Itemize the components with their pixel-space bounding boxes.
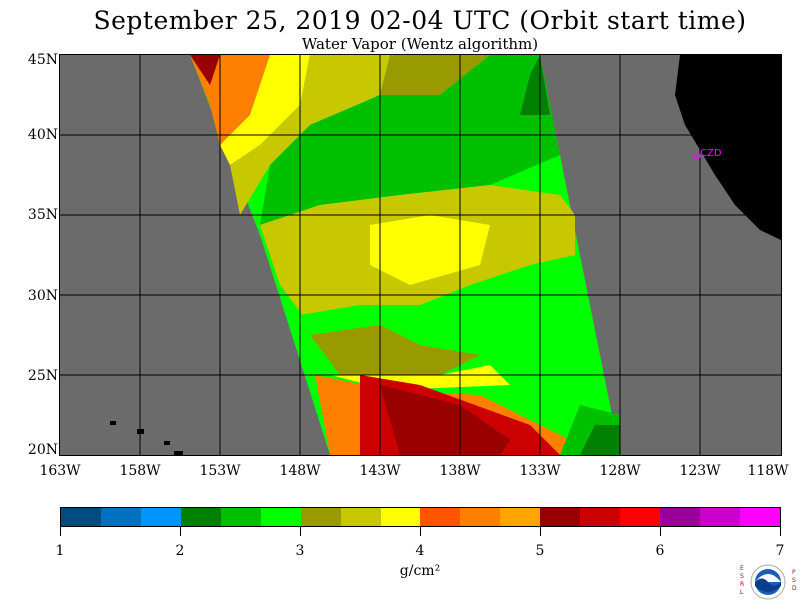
lon-label-143w: 143W bbox=[359, 463, 401, 479]
colorbar bbox=[60, 507, 781, 527]
lon-label-118w: 118W bbox=[747, 463, 789, 479]
colorbar-segment bbox=[180, 508, 221, 526]
lon-label-148w: 148W bbox=[279, 463, 321, 479]
swath-band-nw-yellow bbox=[220, 55, 310, 165]
colorbar-segment bbox=[380, 508, 421, 526]
colorbar-unit: g/cm² bbox=[399, 563, 441, 579]
city-label-czd: CZD bbox=[700, 148, 722, 159]
svg-text:E: E bbox=[740, 565, 744, 572]
colorbar-segment bbox=[660, 508, 700, 526]
svg-text:P: P bbox=[792, 569, 796, 576]
colorbar-segment bbox=[300, 508, 341, 526]
lat-label-30n: 30N bbox=[27, 288, 58, 304]
lon-label-163w: 163W bbox=[39, 463, 81, 479]
swath-band-nw-darkred bbox=[190, 55, 220, 85]
colorbar-tick bbox=[780, 526, 781, 536]
graticule bbox=[60, 55, 781, 455]
svg-text:R: R bbox=[740, 581, 744, 588]
colorbar-label-4: 4 bbox=[415, 543, 425, 559]
city-marker-czd bbox=[693, 152, 701, 160]
colorbar-segment bbox=[260, 508, 301, 526]
land-california bbox=[675, 55, 781, 240]
colorbar-segment bbox=[620, 508, 661, 526]
colorbar-segment bbox=[340, 508, 381, 526]
colorbar-label-6: 6 bbox=[655, 543, 665, 559]
colorbar-label-1: 1 bbox=[55, 543, 65, 559]
colorbar-label-3: 3 bbox=[295, 543, 305, 559]
map-subtitle: Water Vapor (Wentz algorithm) bbox=[301, 35, 539, 53]
colorbar-label-7: 7 bbox=[775, 543, 785, 559]
map-title: September 25, 2019 02-04 UTC (Orbit star… bbox=[93, 6, 747, 35]
noaa-logo: E S R L P S D bbox=[738, 560, 798, 600]
colorbar-tick bbox=[60, 526, 61, 536]
lon-label-128w: 128W bbox=[599, 463, 641, 479]
colorbar-tick bbox=[180, 526, 181, 536]
noaa-logo-graphic: E S R L P S D bbox=[740, 564, 797, 600]
lon-label-153w: 153W bbox=[199, 463, 241, 479]
swath-band-olive-s bbox=[310, 325, 480, 375]
colorbar-segment bbox=[739, 508, 780, 526]
colorbar-segment bbox=[700, 508, 740, 526]
swath-band-n-olive bbox=[380, 55, 490, 95]
swath-band-green bbox=[260, 55, 560, 225]
land-maui bbox=[164, 441, 170, 445]
lat-label-40n: 40N bbox=[27, 127, 58, 143]
lat-label-25n: 25N bbox=[27, 368, 58, 384]
lon-label-138w: 138W bbox=[439, 463, 481, 479]
swath-band-dark-green-ne bbox=[520, 55, 550, 115]
swath-band-dark-green-se bbox=[580, 425, 620, 455]
colorbar-tick bbox=[660, 526, 661, 536]
lat-label-35n: 35N bbox=[27, 207, 58, 223]
colorbar-segment bbox=[540, 508, 581, 526]
colorbar-segment bbox=[61, 508, 101, 526]
svg-text:S: S bbox=[740, 573, 744, 580]
colorbar-segment bbox=[140, 508, 181, 526]
map-canvas bbox=[60, 55, 781, 455]
land-hawaii bbox=[174, 451, 183, 455]
lat-label-20n: 20N bbox=[27, 442, 58, 458]
water-vapor-map bbox=[59, 54, 782, 456]
lon-label-133w: 133W bbox=[519, 463, 561, 479]
swath-band-nw-olive bbox=[230, 55, 390, 215]
colorbar-tick bbox=[420, 526, 421, 536]
lon-label-123w: 123W bbox=[679, 463, 721, 479]
colorbar-segment bbox=[500, 508, 541, 526]
colorbar-segment bbox=[420, 508, 461, 526]
land-kauai bbox=[110, 421, 116, 425]
colorbar-tick bbox=[540, 526, 541, 536]
colorbar-label-5: 5 bbox=[535, 543, 545, 559]
lon-label-158w: 158W bbox=[119, 463, 161, 479]
colorbar-segment bbox=[460, 508, 501, 526]
lat-label-45n: 45N bbox=[27, 52, 58, 68]
swath-band-darkred-s bbox=[380, 385, 510, 455]
colorbar-segment bbox=[220, 508, 261, 526]
svg-text:L: L bbox=[740, 589, 744, 596]
colorbar-label-2: 2 bbox=[175, 543, 185, 559]
svg-text:S: S bbox=[792, 577, 796, 584]
svg-text:D: D bbox=[792, 585, 797, 592]
colorbar-tick bbox=[300, 526, 301, 536]
colorbar-segment bbox=[580, 508, 621, 526]
colorbar-segment bbox=[100, 508, 141, 526]
